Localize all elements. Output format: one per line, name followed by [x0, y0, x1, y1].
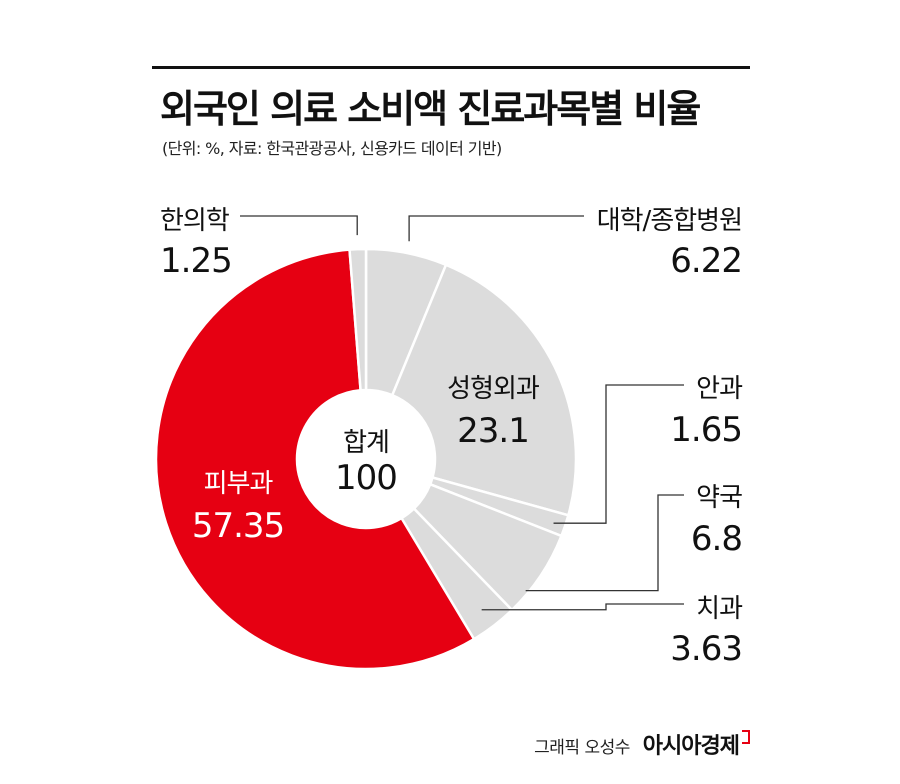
- slice-label-6: 한의학: [160, 206, 229, 236]
- slice-value-4: 3.63: [670, 629, 742, 669]
- slice-value-1: 23.1: [457, 411, 529, 451]
- slice-5: [154, 248, 476, 671]
- slice-label-1: 성형외과: [447, 374, 540, 404]
- slice-value-3: 6.8: [691, 519, 742, 559]
- slice-1: [390, 263, 578, 517]
- slice-label-4: 치과: [696, 594, 743, 624]
- leader-line-3: [525, 494, 684, 592]
- brand-mark-icon: [742, 730, 750, 744]
- slice-value-0: 6.22: [670, 241, 742, 281]
- slice-value-6: 1.25: [160, 241, 232, 281]
- slice-value-5: 57.35: [192, 506, 284, 546]
- slice-6: [348, 247, 368, 392]
- graphic-credit: 그래픽 오성수: [534, 738, 630, 758]
- slice-value-2: 1.65: [670, 410, 742, 450]
- leader-line-2: [553, 384, 684, 524]
- slice-label-3: 약국: [696, 483, 742, 513]
- title-rule: [152, 66, 750, 69]
- brand-logo: 아시아경제: [642, 734, 740, 759]
- slice-label-5: 피부과: [204, 469, 274, 499]
- slice-label-2: 안과: [696, 374, 743, 404]
- footer: 그래픽 오성수 아시아경제: [534, 728, 750, 760]
- center-total: 100: [335, 458, 397, 498]
- center-label: 합계: [343, 428, 389, 458]
- chart-subtitle: (단위: %, 자료: 한국관광공사, 신용카드 데이터 기반): [162, 139, 502, 158]
- leader-line-0: [408, 215, 584, 242]
- leader-line-6: [240, 215, 358, 236]
- chart-title: 외국인 의료 소비액 진료과목별 비율: [160, 87, 701, 131]
- slice-label-0: 대학/종합병원: [597, 206, 742, 236]
- leader-line-4: [481, 603, 684, 611]
